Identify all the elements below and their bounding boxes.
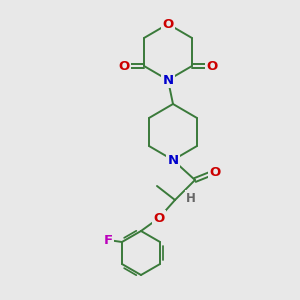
Text: N: N (167, 154, 178, 166)
Text: N: N (162, 74, 174, 86)
Text: O: O (118, 59, 130, 73)
Text: O: O (206, 59, 218, 73)
Text: H: H (186, 191, 196, 205)
Text: O: O (153, 212, 165, 224)
Text: F: F (103, 233, 112, 247)
Text: O: O (162, 17, 174, 31)
Text: O: O (209, 166, 220, 178)
